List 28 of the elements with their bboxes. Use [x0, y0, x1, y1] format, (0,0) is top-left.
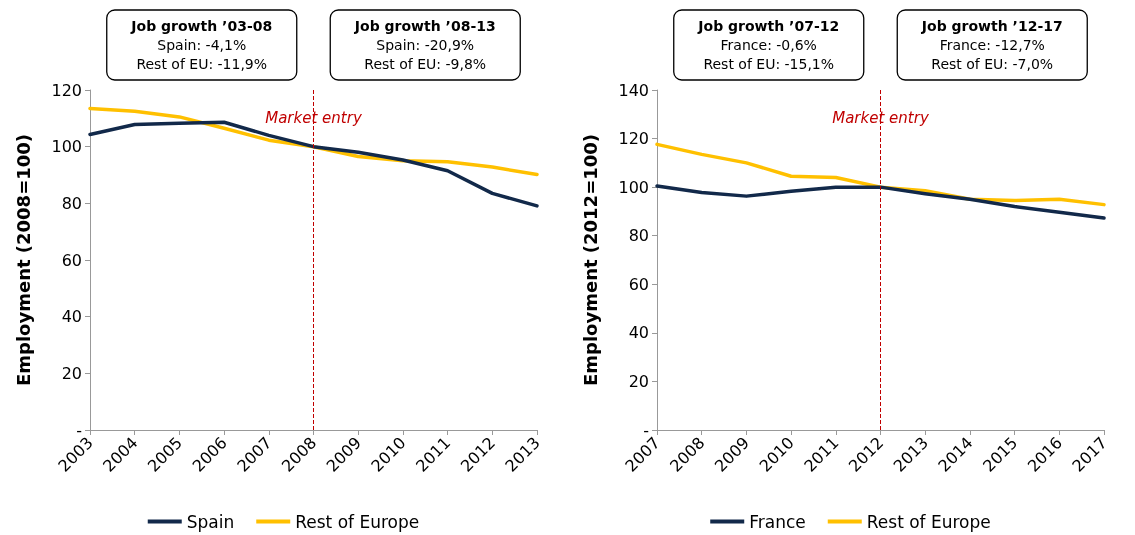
y-tick-label: 20 [61, 363, 82, 383]
ref-line-label: Market entry [832, 108, 930, 127]
y-tick-label: 80 [61, 193, 82, 213]
ref-line-label: Market entry [265, 108, 363, 127]
y-tick-label: - [643, 420, 649, 440]
legend-label: France [749, 511, 806, 532]
y-tick-label: - [76, 420, 82, 440]
y-tick-label: 40 [628, 323, 649, 343]
legend-label: Rest of Europe [295, 511, 420, 532]
y-tick-label: 60 [61, 250, 82, 270]
y-tick-label: 140 [618, 80, 649, 100]
y-tick-label: 20 [628, 371, 649, 391]
y-axis-title: Employment (2012=100) [579, 133, 601, 387]
text: Job growth ’07-12 France: -0,6% Rest of EU: -15,1% [697, 18, 840, 72]
y-tick-label: 60 [628, 274, 649, 294]
y-tick-label: 120 [618, 129, 649, 149]
y-axis-title: Employment (2008=100) [12, 133, 34, 387]
y-tick-label: 100 [618, 177, 649, 197]
legend-label: Rest of Europe [866, 511, 991, 532]
y-tick-label: 120 [51, 80, 82, 100]
line-series [655, 184, 1106, 220]
y-tick-label: 100 [51, 137, 82, 157]
text: Job growth ’03-08 Spain: -4,1% Rest of EU: -11,9% [130, 18, 273, 72]
text: Job growth ’08-13 Spain: -20,9% Rest of EU: -9,8% [353, 18, 496, 72]
text: Job growth ’12-17 France: -12,7% Rest of EU: -7,0% [920, 18, 1063, 72]
legend-label: Spain [186, 511, 235, 532]
y-tick-label: 80 [628, 226, 649, 246]
y-tick-label: 40 [61, 307, 82, 327]
